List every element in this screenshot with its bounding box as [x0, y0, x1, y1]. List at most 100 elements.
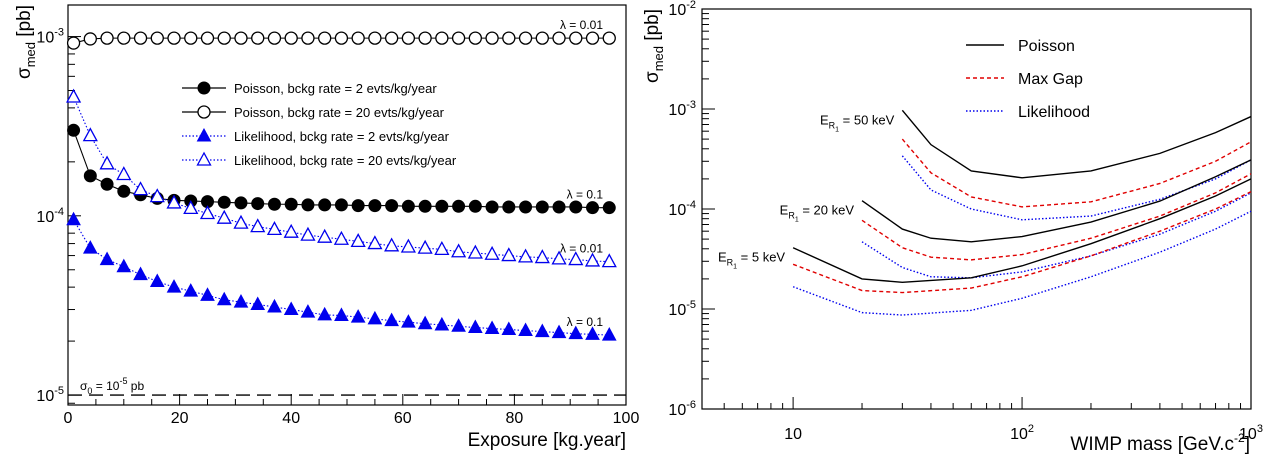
- annotation-label: λ = 0.01: [560, 242, 603, 256]
- data-point: [334, 198, 348, 212]
- data-point: [451, 243, 467, 258]
- right-legend: Poisson Max Gap Likelihood: [966, 38, 1090, 121]
- data-point: [67, 123, 81, 137]
- data-point: [184, 31, 198, 45]
- group-label: ER1 = 20 keV: [780, 203, 855, 224]
- data-point: [535, 31, 549, 45]
- data-point: [384, 237, 400, 252]
- data-point: [333, 230, 350, 245]
- data-point: [485, 31, 499, 45]
- data-point: [197, 81, 211, 95]
- data-point: [65, 88, 82, 103]
- annotation-label: λ = 0.1: [567, 315, 604, 329]
- data-point: [66, 36, 81, 50]
- x-tick-label: 60: [394, 410, 412, 427]
- data-point: [368, 31, 382, 45]
- data-point: [196, 127, 212, 142]
- y-tick-label: 10-6: [668, 399, 696, 419]
- data-point: [468, 31, 482, 45]
- data-point: [250, 296, 266, 311]
- left-chart-panel: 0 20 40 60 80 100 10-5 10-4 10-3 σ0 = 10-5 pb λ …: [14, 4, 639, 451]
- x-tick-label: 0: [64, 410, 73, 427]
- data-point: [133, 31, 148, 45]
- right-y-axis-label: σmed [pb]: [642, 9, 666, 83]
- data-point: [551, 324, 567, 339]
- data-point: [601, 253, 617, 268]
- series-1: [66, 31, 616, 50]
- y-tick-label: 10-3: [668, 99, 696, 119]
- legend-label: Poisson, bckg rate = 20 evts/kg/year: [234, 105, 445, 120]
- data-point: [284, 197, 298, 211]
- data-point: [468, 199, 482, 213]
- data-point: [66, 211, 81, 226]
- data-point: [602, 31, 616, 45]
- data-point: [251, 197, 265, 211]
- data-point: [350, 309, 366, 323]
- data-point: [83, 169, 97, 183]
- data-point: [502, 200, 516, 214]
- data-point: [501, 247, 517, 262]
- data-point: [385, 199, 399, 213]
- x-tick-label: 103: [1239, 423, 1263, 443]
- data-point: [116, 258, 132, 273]
- data-point: [484, 320, 500, 335]
- x-tick-label: 80: [506, 410, 524, 427]
- data-point: [149, 273, 165, 288]
- right-chart-panel: 10 102 103 10-6 10-5 10-4 10-3 10-2 ER1 = 50 ke…: [642, 0, 1263, 455]
- group-label: ER1 = 50 keV: [820, 112, 895, 133]
- data-point: [283, 223, 299, 238]
- reference-line-label: σ0 = 10-5 pb: [80, 376, 144, 396]
- data-point: [401, 314, 416, 328]
- y-tick-label: 10-5: [668, 299, 696, 319]
- curve-likelihood: [792, 210, 1252, 316]
- data-point: [117, 184, 131, 198]
- data-point: [517, 248, 534, 263]
- data-point: [586, 201, 600, 215]
- curve-poisson: [861, 159, 1252, 243]
- data-point: [82, 240, 98, 254]
- data-point: [601, 327, 617, 341]
- data-point: [300, 226, 316, 241]
- data-point: [351, 199, 365, 213]
- data-point: [384, 31, 399, 45]
- right-series-group: [792, 109, 1252, 316]
- curve-group-2: [792, 178, 1252, 316]
- data-point: [83, 32, 97, 46]
- data-point: [166, 279, 182, 293]
- curve-likelihood: [901, 155, 1252, 221]
- y-tick-label: 10-4: [668, 199, 696, 219]
- data-point: [485, 200, 499, 214]
- data-point: [200, 31, 215, 45]
- data-point: [99, 251, 115, 266]
- left-y-axis-label: σmed [pb]: [14, 5, 38, 79]
- data-point: [418, 199, 432, 213]
- left-legend: Poisson, bckg rate = 2 evts/kg/year Poiss…: [182, 81, 457, 168]
- data-point: [267, 197, 281, 211]
- data-point: [318, 31, 332, 45]
- curve-max-gap: [792, 191, 1252, 294]
- data-point: [551, 250, 567, 265]
- left-reference-line: σ0 = 10-5 pb: [68, 376, 626, 396]
- data-point: [283, 301, 299, 316]
- x-tick-label: 40: [282, 410, 300, 427]
- data-point: [183, 200, 199, 215]
- data-point: [149, 188, 165, 203]
- data-point: [300, 304, 316, 318]
- y-tick-label: 10-5: [36, 385, 64, 405]
- data-point: [451, 318, 466, 332]
- legend-label: Max Gap: [1018, 71, 1083, 88]
- x-tick-label: 100: [613, 410, 640, 427]
- data-point: [183, 283, 199, 297]
- data-point: [233, 214, 249, 229]
- data-point: [452, 199, 466, 213]
- curve-likelihood: [861, 192, 1252, 279]
- data-point: [267, 31, 282, 45]
- data-point: [434, 240, 450, 255]
- data-point: [234, 31, 248, 45]
- x-tick-label: 102: [1010, 423, 1034, 443]
- series-2: [66, 211, 617, 341]
- data-point: [234, 196, 248, 210]
- left-axis-ticks: 0 20 40 60 80 100 10-5 10-4 10-3: [36, 27, 639, 427]
- data-point: [284, 31, 298, 45]
- data-point: [100, 31, 114, 45]
